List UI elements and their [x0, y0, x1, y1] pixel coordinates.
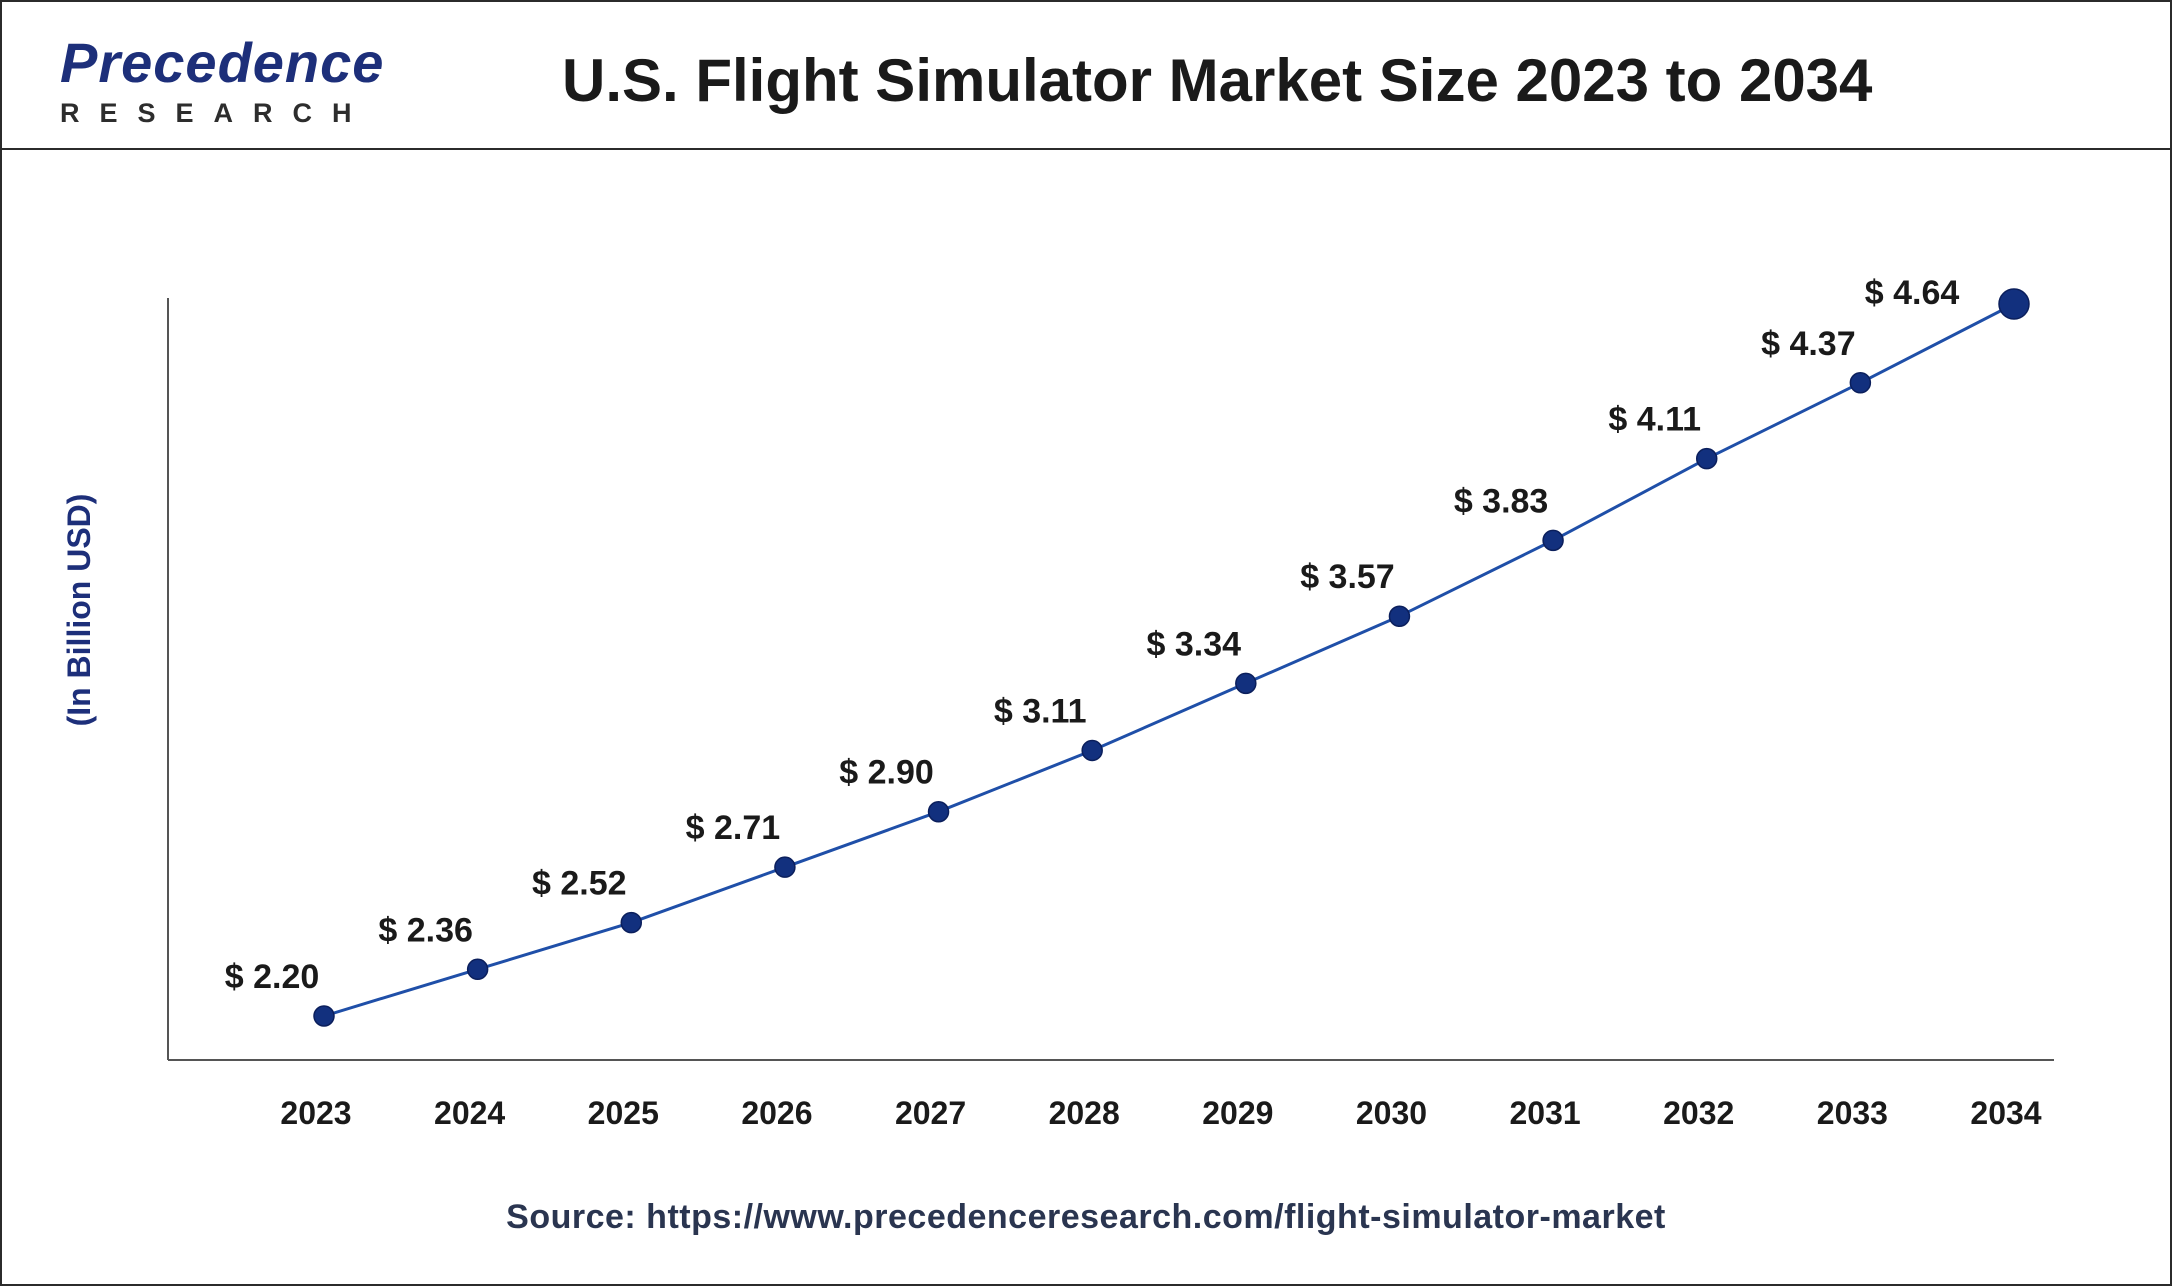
y-axis-label: (In Billion USD): [61, 494, 97, 727]
x-tick-labels: 2023 2024 2025 2026 2027 2028 2029 2030 2031 2032…: [280, 1095, 2041, 1131]
x-tick-label: 2026: [741, 1095, 812, 1131]
precedence-research-logo: Precedence RESEARCH: [48, 24, 408, 128]
chart-title: U.S. Flight Simulator Market Size 2023 t…: [562, 47, 1873, 114]
data-label: $ 2.36: [378, 911, 473, 949]
data-label: $ 3.11: [994, 692, 1087, 730]
line-chart: (In Billion USD) 2023 2024 2025 2026 2027 202…: [61, 274, 2054, 1131]
x-tick-label: 2034: [1970, 1095, 2041, 1131]
data-label: $ 2.71: [686, 809, 781, 847]
x-tick-label: 2030: [1356, 1095, 1427, 1131]
data-point-marker: [927, 800, 950, 823]
data-label: $ 2.20: [225, 958, 320, 996]
x-tick-label: 2027: [895, 1095, 966, 1131]
data-point-marker: [1849, 372, 1872, 394]
x-tick-label: 2033: [1817, 1095, 1888, 1131]
x-tick-label: 2029: [1202, 1095, 1273, 1131]
x-tick-label: 2025: [588, 1095, 659, 1131]
x-tick-label: 2028: [1049, 1095, 1120, 1131]
data-point-marker: [313, 1005, 335, 1027]
header: Precedence RESEARCH U.S. Flight Simulato…: [2, 2, 2170, 150]
x-tick-label: 2024: [434, 1095, 505, 1131]
data-label: $ 2.90: [839, 754, 934, 792]
data-label: $ 4.64: [1865, 274, 1960, 312]
data-label: $ 3.57: [1300, 558, 1395, 596]
data-label: $ 4.37: [1761, 325, 1856, 363]
data-point-marker: [1235, 672, 1257, 695]
data-point-marker: [1081, 739, 1103, 762]
data-labels: $ 2.20 $ 2.36 $ 2.52 $ 2.71 $ 2.90 $ 3.11 $ 3.…: [225, 274, 1960, 996]
series-line: [323, 302, 2015, 1018]
data-point-marker: [466, 958, 489, 981]
x-tick-label: 2023: [280, 1095, 351, 1131]
logo-subtitle: RESEARCH: [60, 98, 372, 128]
data-point-marker: [1695, 447, 1718, 470]
data-point-marker: [1388, 605, 1411, 627]
data-label: $ 3.34: [1147, 625, 1242, 663]
data-label: $ 3.83: [1454, 482, 1549, 520]
data-point-marker: [1542, 529, 1564, 552]
x-tick-label: 2031: [1509, 1095, 1580, 1131]
data-points: [313, 288, 2030, 1027]
x-tick-label: 2032: [1663, 1095, 1734, 1131]
data-point-marker: [620, 911, 643, 934]
data-label: $ 2.52: [532, 865, 627, 903]
axes: [167, 298, 2054, 1061]
data-label: $ 4.11: [1608, 401, 1701, 439]
logo-wordmark: Precedence: [60, 31, 385, 94]
data-point-marker: [774, 856, 796, 878]
data-point-marker: [1998, 288, 2030, 320]
source-note: Source: https://www.precedenceresearch.c…: [506, 1198, 1666, 1236]
